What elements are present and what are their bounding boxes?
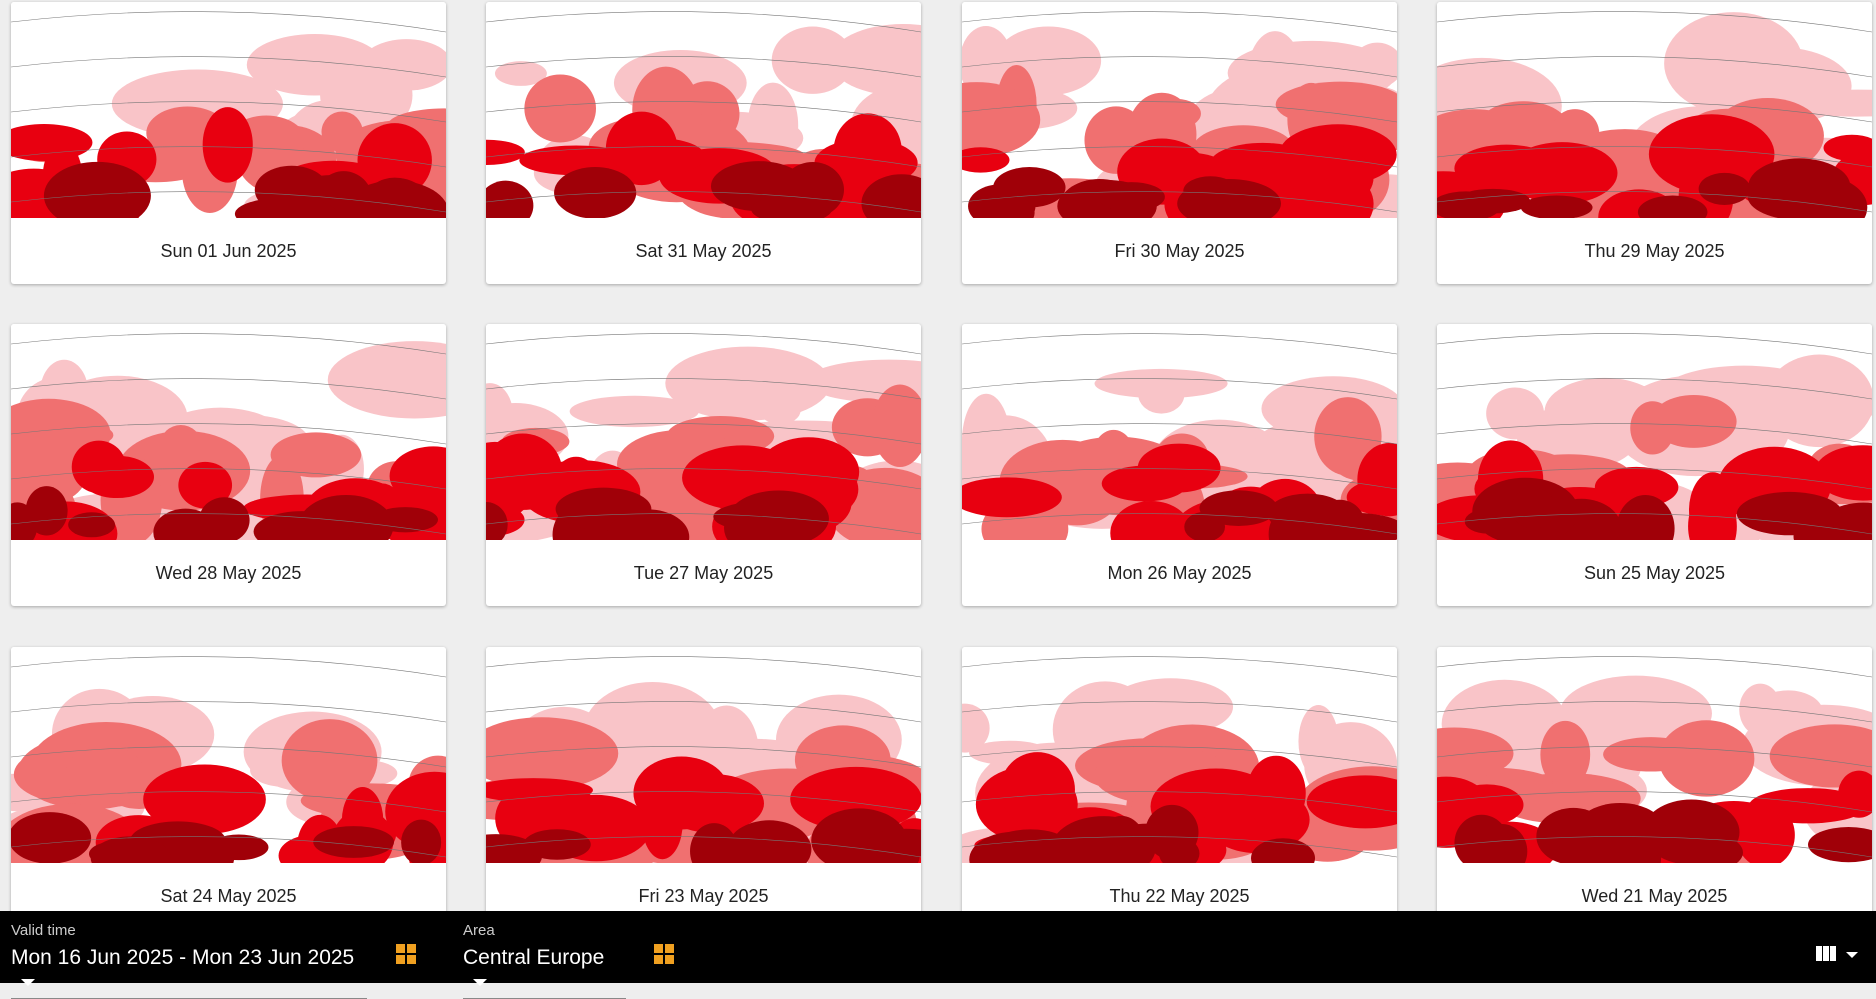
- forecast-map: [486, 324, 921, 540]
- forecast-card[interactable]: Sun 01 Jun 2025: [11, 2, 446, 284]
- forecast-card[interactable]: Wed 28 May 2025: [11, 324, 446, 606]
- card-date: Tue 27 May 2025: [633, 563, 774, 583]
- forecast-map: [1437, 2, 1872, 218]
- forecast-card[interactable]: Thu 29 May 2025: [1437, 2, 1872, 284]
- grid-icon[interactable]: [396, 944, 416, 964]
- select-value: Mon 16 Jun 2025 - Mon 23 Jun 2025: [11, 946, 355, 969]
- card-date: Wed 21 May 2025: [1581, 886, 1728, 906]
- card-date: Wed 28 May 2025: [155, 563, 302, 583]
- forecast-map: [962, 324, 1397, 540]
- card-date: Thu 22 May 2025: [1109, 886, 1250, 906]
- card-date: Sat 31 May 2025: [635, 241, 772, 261]
- card-date: Mon 26 May 2025: [1107, 563, 1252, 583]
- card-date: Fri 30 May 2025: [1114, 241, 1245, 261]
- caret: [21, 978, 35, 986]
- grid-icon[interactable]: [654, 944, 674, 964]
- forecast-map: [962, 647, 1397, 863]
- forecast-card[interactable]: Thu 22 May 2025: [962, 647, 1397, 929]
- area-select[interactable]: Central Europe: [463, 946, 626, 999]
- card-date: Sun 25 May 2025: [1583, 563, 1726, 583]
- forecast-map: [1437, 324, 1872, 540]
- forecast-map: [11, 647, 446, 863]
- forecast-map: [11, 2, 446, 218]
- card-date: Fri 23 May 2025: [638, 886, 769, 906]
- forecast-card[interactable]: Sat 31 May 2025: [486, 2, 921, 284]
- select-value: Central Europe: [463, 946, 605, 969]
- card-date: Thu 29 May 2025: [1584, 241, 1725, 261]
- card-date: Sat 24 May 2025: [160, 886, 297, 906]
- forecast-card[interactable]: Mon 26 May 2025: [962, 324, 1397, 606]
- forecast-card[interactable]: Sat 24 May 2025: [11, 647, 446, 929]
- forecast-map: [1437, 647, 1872, 863]
- forecast-map: [486, 647, 921, 863]
- toolbar: Valid time Mon 16 Jun 2025 - Mon 23 Jun …: [0, 911, 1876, 999]
- forecast-card[interactable]: Fri 30 May 2025: [962, 2, 1397, 284]
- field-label: Valid time: [11, 922, 76, 939]
- valid-time-select[interactable]: Mon 16 Jun 2025 - Mon 23 Jun 2025: [11, 946, 367, 999]
- forecast-map: [486, 2, 921, 218]
- forecast-card[interactable]: Sun 25 May 2025: [1437, 324, 1872, 606]
- layout-menu[interactable]: [1816, 943, 1860, 965]
- caret: [473, 978, 487, 986]
- forecast-card[interactable]: Tue 27 May 2025: [486, 324, 921, 606]
- card-date: Sun 01 Jun 2025: [160, 241, 297, 261]
- forecast-map: [11, 324, 446, 540]
- forecast-map: [962, 2, 1397, 218]
- forecast-card[interactable]: Fri 23 May 2025: [486, 647, 921, 929]
- field-label: Area: [463, 922, 495, 939]
- forecast-card[interactable]: Wed 21 May 2025: [1437, 647, 1872, 929]
